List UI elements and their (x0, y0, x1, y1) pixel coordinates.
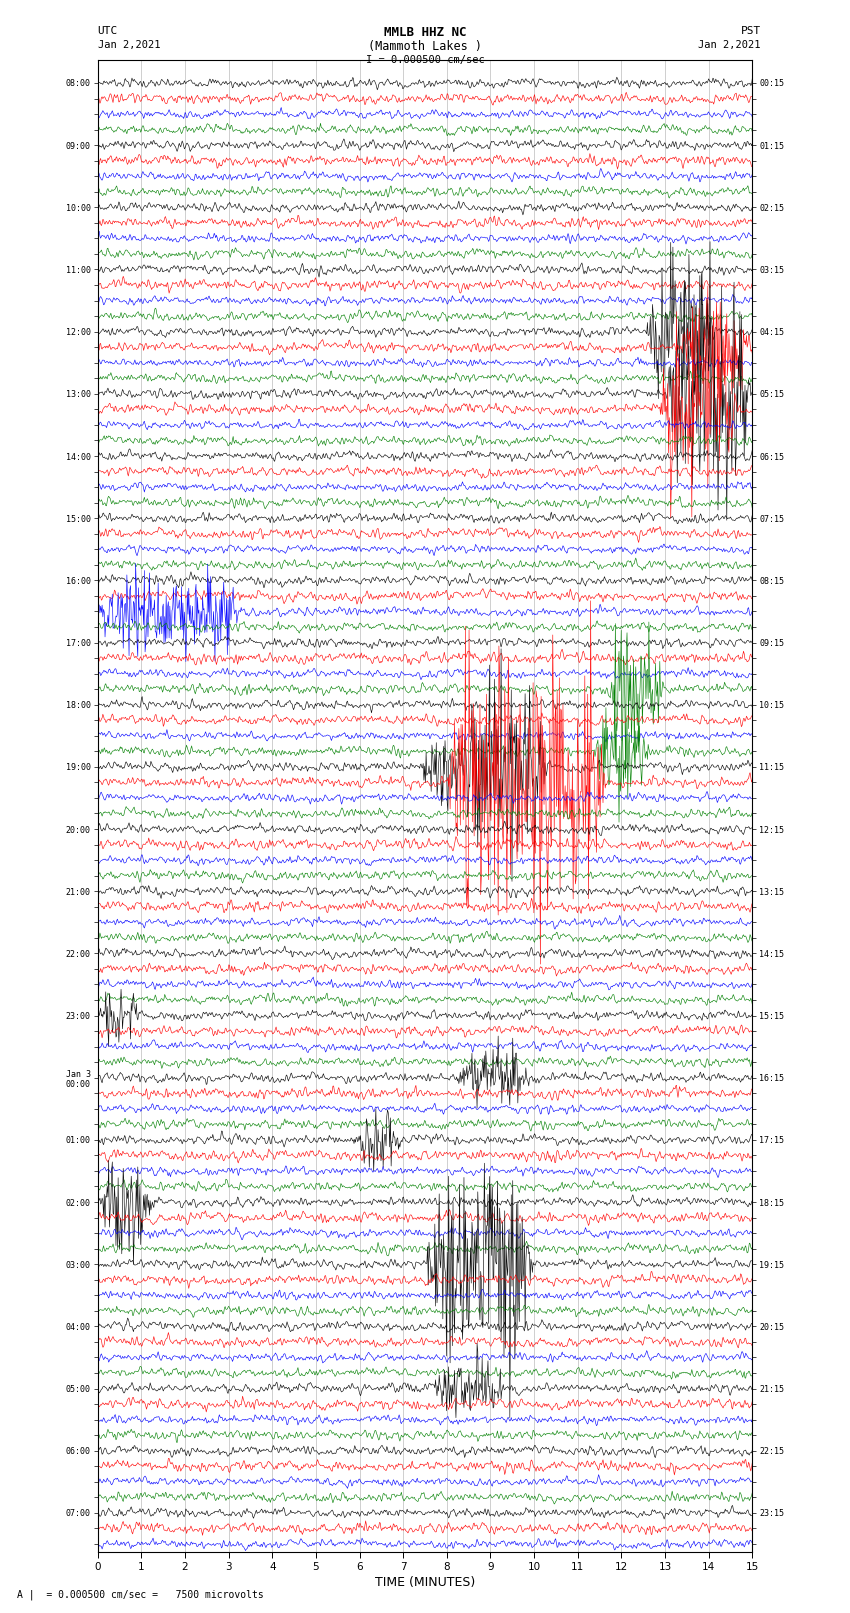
Text: PST: PST (740, 26, 761, 35)
Text: Jan 2,2021: Jan 2,2021 (98, 40, 161, 50)
Text: MMLB HHZ NC: MMLB HHZ NC (383, 26, 467, 39)
X-axis label: TIME (MINUTES): TIME (MINUTES) (375, 1576, 475, 1589)
Text: I = 0.000500 cm/sec: I = 0.000500 cm/sec (366, 55, 484, 65)
Text: Jan 2,2021: Jan 2,2021 (698, 40, 761, 50)
Text: A |  = 0.000500 cm/sec =   7500 microvolts: A | = 0.000500 cm/sec = 7500 microvolts (17, 1589, 264, 1600)
Text: UTC: UTC (98, 26, 118, 35)
Text: (Mammoth Lakes ): (Mammoth Lakes ) (368, 40, 482, 53)
